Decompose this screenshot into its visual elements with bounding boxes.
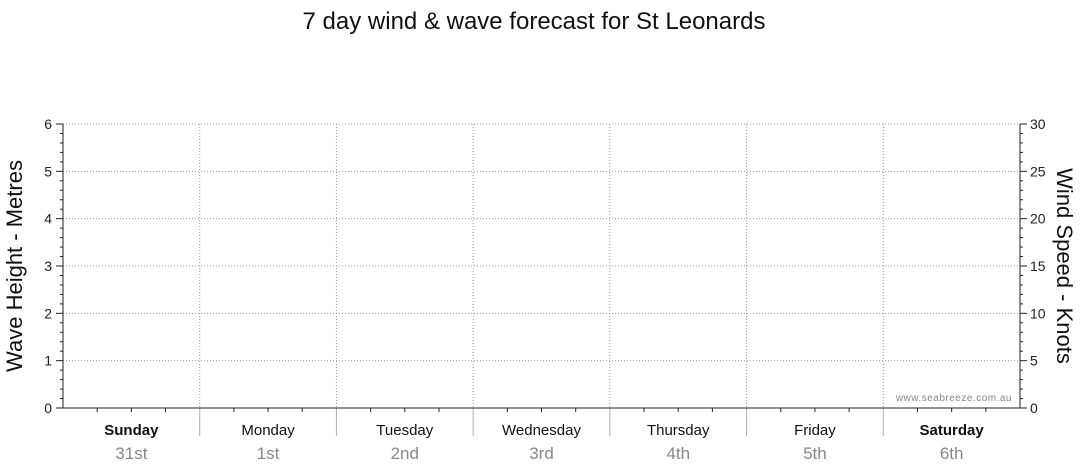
right-tick-label: 20 <box>1030 211 1046 227</box>
right-tick-label: 25 <box>1030 163 1046 179</box>
watermark: www.seabreeze.com.au <box>895 393 1012 404</box>
left-tick-label: 0 <box>44 400 52 416</box>
axes <box>62 124 1021 412</box>
chart-title: 7 day wind & wave forecast for St Leonar… <box>303 8 766 35</box>
right-tick-label: 15 <box>1030 258 1046 274</box>
day-date-label: 4th <box>666 444 690 463</box>
right-axis-title: Wind Speed - Knots <box>1052 168 1077 364</box>
day-name-label: Sunday <box>104 422 159 439</box>
day-date-label: 1st <box>257 444 280 463</box>
left-axis-ticks: 0 1 2 3 4 5 6 <box>44 116 63 416</box>
day-date-label: 5th <box>803 444 827 463</box>
day-name-label: Tuesday <box>376 422 433 439</box>
day-name-label: Monday <box>241 422 295 439</box>
day-date-label: 3rd <box>529 444 554 463</box>
right-axis-ticks: 0 5 10 15 20 25 30 <box>1020 116 1046 416</box>
left-tick-label: 1 <box>44 353 52 369</box>
day-name-label: Friday <box>794 422 836 439</box>
left-tick-label: 2 <box>44 305 52 321</box>
grid-lines <box>63 123 1021 436</box>
day-date-label: 2nd <box>391 444 419 463</box>
right-tick-label: 30 <box>1030 116 1046 132</box>
day-date-label: 31st <box>115 444 147 463</box>
day-name-label: Saturday <box>920 422 985 439</box>
day-name-label: Wednesday <box>502 422 581 439</box>
left-tick-label: 3 <box>44 258 52 274</box>
right-tick-label: 10 <box>1030 305 1046 321</box>
left-tick-label: 4 <box>44 211 52 227</box>
day-labels: Sunday 31st Monday 1st Tuesday 2nd Wednesday 3r… <box>104 422 984 463</box>
left-axis-title: Wave Height - Metres <box>2 160 27 372</box>
day-name-label: Thursday <box>647 422 710 439</box>
right-tick-label: 5 <box>1030 353 1038 369</box>
right-tick-label: 0 <box>1030 400 1038 416</box>
day-date-label: 6th <box>940 444 964 463</box>
left-tick-label: 5 <box>44 163 52 179</box>
left-tick-label: 6 <box>44 116 52 132</box>
